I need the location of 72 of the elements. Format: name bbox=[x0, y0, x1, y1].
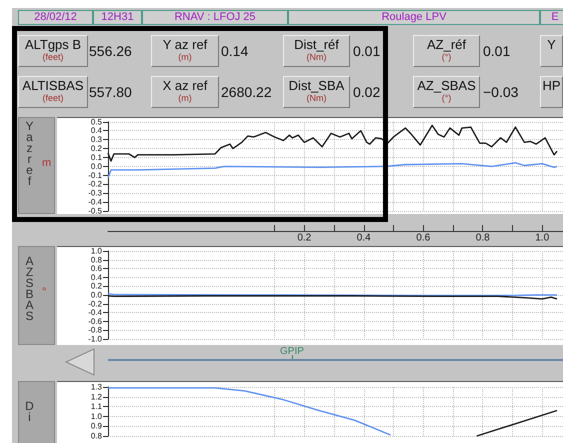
y-tick-label: 0.2 bbox=[90, 144, 103, 154]
text: E bbox=[540, 10, 563, 25]
y-tick-label: 0.4 bbox=[90, 272, 103, 282]
x-tick-label: 0.4 bbox=[356, 232, 372, 244]
y-tick-label: -0.5 bbox=[88, 206, 103, 216]
x-tick-label: 0.2 bbox=[297, 232, 312, 244]
text: AZ_réf bbox=[426, 37, 467, 52]
text: ALTISBAS bbox=[21, 78, 85, 93]
text: X az ref bbox=[162, 78, 208, 93]
y-tick-label: 0.8 bbox=[90, 432, 103, 440]
y-tick-label: -1.0 bbox=[88, 334, 103, 344]
y-tick-label: -0.2 bbox=[88, 299, 103, 308]
y-tick-label: -0.4 bbox=[88, 198, 103, 207]
text: (feet) bbox=[41, 52, 64, 63]
y-tick-label: 0.5 bbox=[90, 117, 103, 126]
text: ° bbox=[42, 286, 46, 298]
x-tick-label: 0.8 bbox=[476, 232, 490, 244]
y-tick-label: -0.6 bbox=[88, 316, 103, 326]
y-tick-label: -0.3 bbox=[88, 188, 103, 198]
text: (Nm) bbox=[306, 52, 328, 63]
text: Dist_réf bbox=[293, 37, 340, 52]
text: (m) bbox=[177, 93, 193, 104]
text: 557.80 bbox=[89, 84, 132, 100]
text: −0.03 bbox=[483, 84, 518, 100]
y-tick-label: 0.0 bbox=[90, 290, 103, 300]
y-tick-label: 0.6 bbox=[90, 264, 103, 274]
y-tick-label: 0.4 bbox=[90, 126, 103, 136]
text: 0.01 bbox=[483, 43, 510, 59]
text: HP bbox=[541, 78, 562, 93]
text: (m) bbox=[177, 52, 193, 63]
text: 0.01 bbox=[353, 43, 380, 59]
y-tick-label: 0.0 bbox=[90, 162, 103, 171]
text: Roulage LPV bbox=[288, 10, 540, 25]
x-tick-label: 0.6 bbox=[416, 232, 431, 244]
y-tick-label: -0.2 bbox=[88, 180, 103, 189]
text: 28/02/12 bbox=[18, 10, 93, 25]
y-tick-label: 0.8 bbox=[90, 255, 103, 264]
y-axis-title: AZ SBAS bbox=[25, 254, 34, 323]
text: m bbox=[42, 157, 52, 169]
text: Dist_SBA bbox=[288, 78, 346, 93]
text: Y az ref bbox=[162, 37, 208, 52]
y-tick-label: 0.1 bbox=[90, 152, 103, 162]
text: 2680.22 bbox=[221, 84, 272, 100]
text: 0.02 bbox=[353, 84, 380, 100]
text: GPIP bbox=[280, 346, 304, 357]
line-series bbox=[107, 387, 392, 436]
y-tick-label: 0.3 bbox=[90, 135, 103, 144]
y-tick-label: 1.0 bbox=[90, 412, 103, 421]
text: 0.14 bbox=[221, 43, 248, 59]
text: (Nm) bbox=[306, 93, 328, 104]
y-tick-label: 1.1 bbox=[90, 402, 103, 412]
text: (°) bbox=[440, 93, 452, 104]
text: (°) bbox=[440, 52, 452, 63]
y-tick-label: 0.2 bbox=[90, 282, 103, 291]
text: 12H31 bbox=[93, 10, 142, 25]
text: ALTgps B bbox=[24, 37, 82, 52]
y-tick-label: -0.4 bbox=[88, 308, 103, 318]
text: (feet) bbox=[41, 93, 64, 104]
y-tick-label: 0.9 bbox=[90, 422, 103, 431]
y-tick-label: -0.1 bbox=[88, 170, 103, 180]
y-axis-title: Di bbox=[25, 399, 34, 424]
line-series bbox=[107, 162, 558, 179]
text: AZ_SBAS bbox=[416, 78, 477, 93]
y-tick-label: 1.3 bbox=[90, 382, 103, 392]
text: RNAV : LFOJ 25 bbox=[142, 10, 288, 25]
y-tick-label: 1.0 bbox=[90, 246, 103, 256]
text: 556.26 bbox=[89, 43, 132, 59]
x-tick-label: 1.0 bbox=[535, 232, 550, 244]
text: Y bbox=[546, 37, 557, 52]
y-axis-title: Y az ref bbox=[25, 119, 34, 188]
y-tick-label: -0.8 bbox=[88, 326, 103, 335]
y-tick-label: 1.2 bbox=[90, 392, 103, 402]
